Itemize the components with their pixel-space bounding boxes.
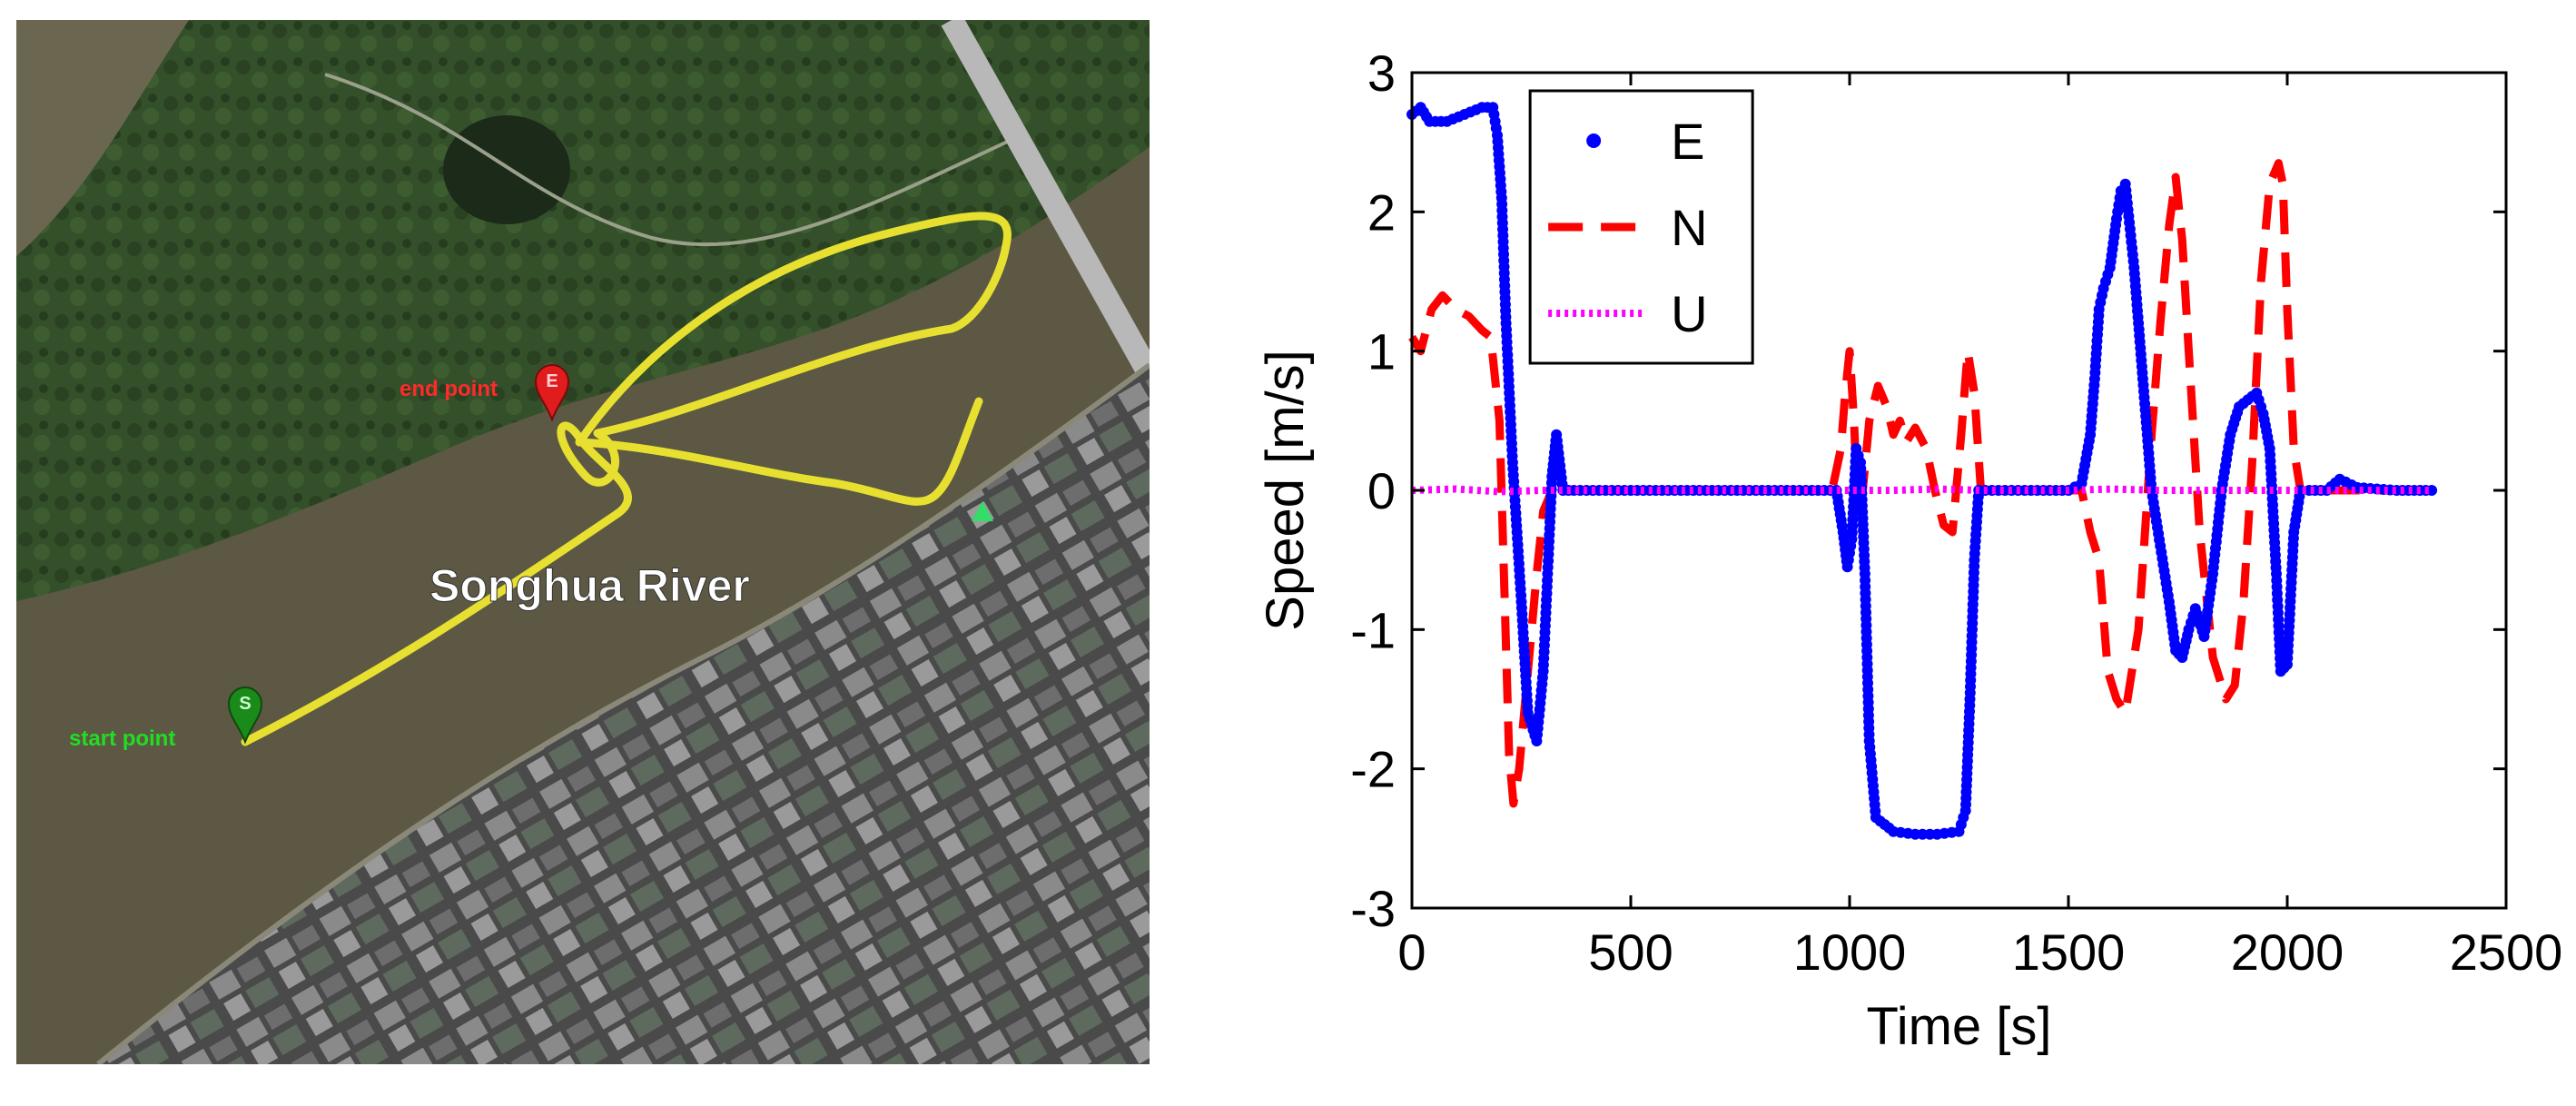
- south-shore-line: [96, 362, 1150, 1064]
- x-tick-label: 1000: [1793, 923, 1907, 981]
- speed-chart: 0 500 1000 1500 2000 2500 -3 -2 -1 0 1 2 3 Time [s] …: [1244, 36, 2570, 1099]
- y-tick-label: 3: [1367, 44, 1396, 102]
- satellite-map: S start point E end point Songhua River: [16, 20, 1150, 1064]
- bridge: [941, 20, 1150, 380]
- map-canvas: S start point E end point Songhua River: [16, 20, 1150, 1064]
- south-bank-city: [98, 365, 1150, 1064]
- y-tick-label: 0: [1367, 462, 1396, 519]
- legend-label: E: [1671, 113, 1704, 170]
- x-tick-label: 0: [1397, 923, 1426, 981]
- end-marker-letter: E: [546, 371, 558, 391]
- legend-entry-U: U: [1548, 285, 1708, 342]
- plot-marks: [1406, 102, 2438, 840]
- legend-entry-E: E: [1586, 113, 1704, 170]
- y-tick-label: 1: [1367, 323, 1396, 380]
- vessel-track: [241, 212, 1012, 746]
- series-E-point: [2426, 485, 2438, 496]
- lake: [443, 115, 570, 224]
- legend: ENU: [1528, 89, 1754, 365]
- legend-label: U: [1671, 285, 1707, 342]
- x-tick-label: 1500: [2012, 923, 2126, 981]
- y-tick-label: 2: [1367, 183, 1396, 241]
- start-marker-letter: S: [239, 694, 251, 714]
- end-point-label: end point: [400, 377, 498, 401]
- y-tick-label: -1: [1350, 601, 1396, 658]
- end-point-marker: E: [534, 364, 570, 422]
- north-bank-road: [324, 73, 1016, 247]
- y-tick-label: -2: [1350, 741, 1396, 798]
- shore-marker-icon: [972, 501, 993, 521]
- axis-ticks: 0 500 1000 1500 2000 2500 -3 -2 -1 0 1 2 3: [1350, 44, 2562, 981]
- x-axis-label: Time [s]: [1866, 997, 2051, 1056]
- legend-entry-N: N: [1548, 199, 1708, 256]
- river-label: Songhua River: [429, 560, 750, 611]
- north-bank-vegetation: [16, 20, 1150, 601]
- x-tick-label: 2500: [2450, 923, 2563, 981]
- start-point-marker: S: [227, 686, 263, 745]
- upper-left-water: [16, 20, 189, 256]
- legend-label: N: [1671, 199, 1707, 256]
- legend-swatch: [1586, 133, 1602, 148]
- x-tick-label: 2000: [2231, 923, 2344, 981]
- start-point-label: start point: [69, 726, 175, 751]
- x-tick-label: 500: [1588, 923, 1673, 981]
- y-tick-label: -3: [1350, 880, 1396, 937]
- y-axis-label: Speed [m/s]: [1256, 350, 1315, 630]
